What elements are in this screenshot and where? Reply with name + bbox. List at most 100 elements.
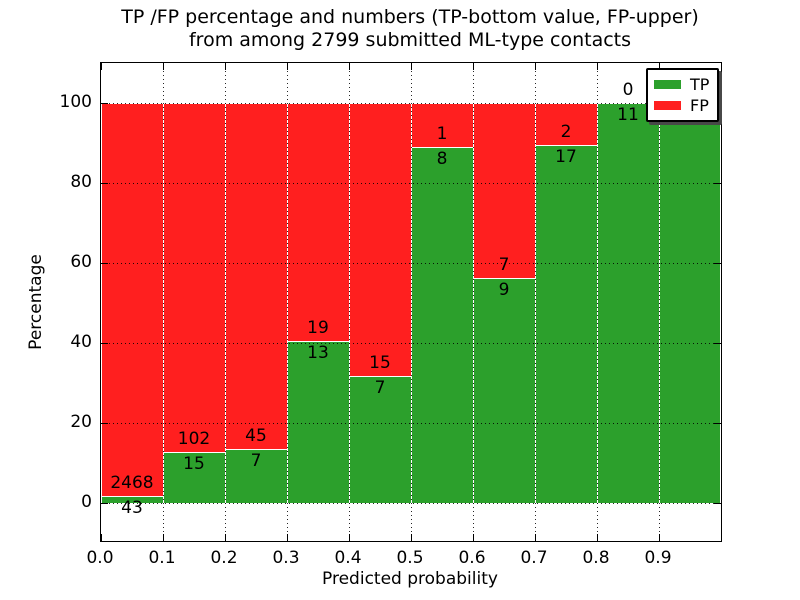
- y-gridline: [101, 263, 721, 264]
- bar-segment-tp: [287, 340, 349, 503]
- bar-segment-fp: [101, 103, 163, 497]
- bar-value-fp: 1: [436, 124, 448, 145]
- chart-title: TP /FP percentage and numbers (TP-bottom…: [100, 6, 720, 52]
- x-tick-bottom: [101, 534, 102, 541]
- x-tick-bottom: [163, 534, 164, 541]
- bar-value-tp: 7: [374, 377, 386, 398]
- x-gridline: [535, 63, 536, 541]
- y-axis-label: Percentage: [26, 254, 46, 350]
- y-tick-left: [101, 183, 108, 184]
- bar-value-tp: 13: [307, 342, 329, 363]
- y-tick-left: [101, 503, 108, 504]
- bar-value-tp: 7: [250, 451, 262, 472]
- y-tick-label: 60: [70, 252, 92, 272]
- bar-segment-tp: [535, 145, 597, 503]
- x-tick-top: [473, 63, 474, 70]
- y-tick-left: [101, 103, 108, 104]
- x-tick-bottom: [287, 534, 288, 541]
- x-tick-top: [349, 63, 350, 70]
- legend-swatch-tp: [654, 80, 681, 89]
- x-tick-bottom: [473, 534, 474, 541]
- y-gridline: [101, 423, 721, 424]
- bar-value-tp: 15: [183, 453, 205, 474]
- x-tick-bottom: [597, 534, 598, 541]
- y-tick-right: [714, 183, 721, 184]
- chart-title-line1: TP /FP percentage and numbers (TP-bottom…: [121, 6, 699, 28]
- x-tick-top: [101, 63, 102, 70]
- bar-segment-fp: [349, 103, 411, 376]
- x-tick-bottom: [411, 534, 412, 541]
- legend: TP FP: [646, 68, 720, 122]
- x-gridline: [411, 63, 412, 541]
- x-tick-top: [535, 63, 536, 70]
- bar-value-tp: 9: [498, 280, 510, 300]
- bar-value-fp: 15: [369, 352, 391, 373]
- y-gridline: [101, 503, 721, 504]
- bar-segment-tp: [349, 375, 411, 503]
- x-tick-bottom: [659, 534, 660, 541]
- x-tick-label: 0.9: [644, 548, 672, 568]
- y-tick-label: 40: [70, 332, 92, 352]
- bar-value-tp: 11: [617, 105, 639, 125]
- bar-value-tp: 43: [121, 498, 143, 519]
- y-tick-right: [714, 263, 721, 264]
- x-tick-bottom: [535, 534, 536, 541]
- y-tick-left: [101, 263, 108, 264]
- y-tick-label: 80: [70, 172, 92, 192]
- x-tick-top: [287, 63, 288, 70]
- bar-segment-fp: [225, 103, 287, 450]
- x-tick-top: [659, 63, 660, 70]
- x-gridline: [349, 63, 350, 541]
- x-tick-label: 0.0: [86, 548, 114, 568]
- bar-segment-fp: [287, 103, 349, 341]
- x-tick-bottom: [225, 534, 226, 541]
- plot-area: 2468431021545719131571879217011010TPFP: [100, 62, 722, 542]
- bar-value-fp: 45: [245, 426, 267, 447]
- x-gridline: [597, 63, 598, 541]
- x-gridline: [163, 63, 164, 541]
- y-gridline: [101, 103, 721, 104]
- legend-label: TP: [690, 75, 710, 94]
- y-tick-right: [714, 423, 721, 424]
- x-tick-label: 0.5: [396, 548, 424, 568]
- y-tick-right: [714, 503, 721, 504]
- bar-value-fp: 0: [622, 80, 634, 100]
- y-tick-label: 100: [59, 92, 92, 112]
- bar-segment-tp: [411, 147, 473, 503]
- x-tick-top: [163, 63, 164, 70]
- y-tick-label: 0: [81, 492, 92, 512]
- bar-value-fp: 102: [177, 428, 211, 449]
- x-gridline: [225, 63, 226, 541]
- legend-label: FP: [690, 96, 709, 115]
- bar-segment-fp: [411, 103, 473, 148]
- x-tick-top: [597, 63, 598, 70]
- legend-swatch-fp: [654, 101, 681, 110]
- x-tick-label: 0.8: [582, 548, 610, 568]
- legend-entry-tp: TP: [654, 74, 709, 95]
- x-axis-label: Predicted probability: [322, 569, 498, 589]
- x-tick-label: 0.2: [210, 548, 238, 568]
- bar-segment-tp: [225, 449, 287, 503]
- x-gridline: [287, 63, 288, 541]
- y-tick-right: [714, 343, 721, 344]
- bar-segment-tp: [101, 496, 163, 503]
- x-tick-label: 0.1: [148, 548, 176, 568]
- x-tick-label: 0.3: [272, 548, 300, 568]
- y-tick-left: [101, 423, 108, 424]
- bar-segment-tp: [597, 103, 659, 503]
- y-gridline: [101, 343, 721, 344]
- bar-segment-tp: [659, 103, 721, 503]
- bar-value-tp: 8: [436, 149, 448, 170]
- bar-segment-tp: [473, 278, 535, 503]
- x-tick-top: [225, 63, 226, 70]
- bar-segment-fp: [473, 103, 535, 278]
- x-gridline: [659, 63, 660, 541]
- x-tick-label: 0.6: [458, 548, 486, 568]
- bar-segment-fp: [535, 103, 597, 146]
- y-tick-label: 20: [70, 412, 92, 432]
- x-tick-label: 0.4: [334, 548, 362, 568]
- y-tick-left: [101, 343, 108, 344]
- x-tick-bottom: [349, 534, 350, 541]
- chart-title-line2: from among 2799 submitted ML-type contac…: [188, 29, 632, 51]
